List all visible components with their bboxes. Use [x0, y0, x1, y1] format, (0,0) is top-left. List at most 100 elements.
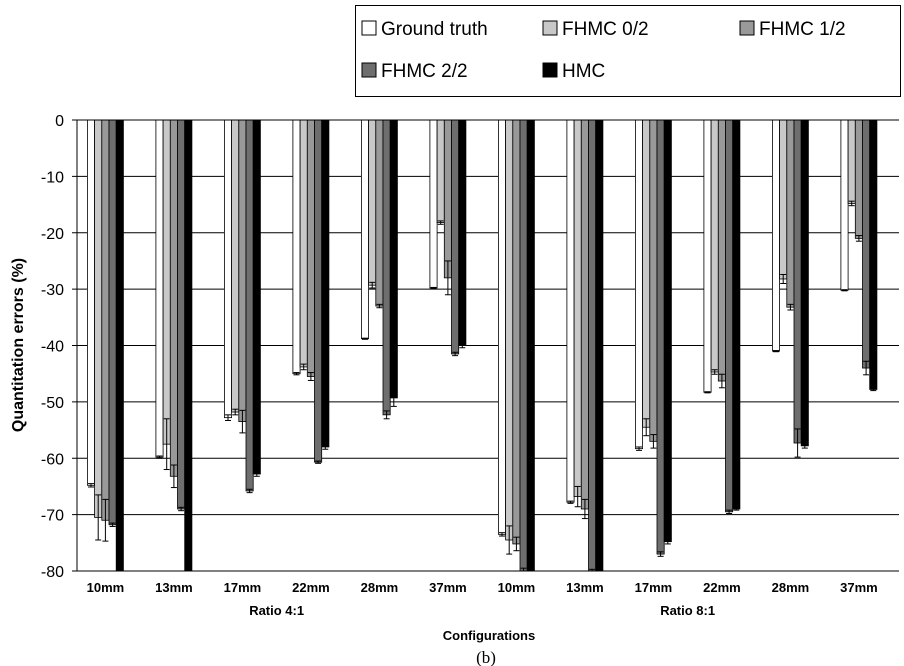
bar — [177, 119, 186, 510]
bar — [299, 119, 308, 368]
legend: Ground truth FHMC 0/2 FHMC 1/2 FHMC 2/2 HMC — [355, 5, 901, 97]
bar — [862, 119, 871, 369]
bar — [306, 119, 315, 377]
bar — [360, 119, 369, 340]
x-tick-label: 22mm — [703, 580, 741, 595]
bar — [725, 119, 734, 513]
bar — [566, 119, 575, 503]
bar — [505, 119, 514, 541]
y-tick-label: -30 — [41, 282, 64, 299]
bar — [314, 119, 323, 463]
bar — [642, 119, 651, 428]
bar — [321, 119, 330, 448]
legend-label: FHMC 2/2 — [381, 61, 468, 82]
bar — [389, 119, 398, 399]
bar — [451, 119, 460, 355]
legend-swatch — [542, 62, 558, 78]
bar — [703, 119, 712, 393]
x-tick-label: 10mm — [498, 580, 536, 595]
bar — [162, 119, 171, 445]
bar — [854, 119, 863, 239]
bar — [458, 119, 467, 346]
y-tick-label: -60 — [41, 451, 64, 468]
bar — [155, 119, 164, 458]
legend-swatch — [739, 20, 755, 36]
bar — [436, 119, 445, 224]
bar — [649, 119, 658, 442]
bar — [595, 119, 604, 572]
x-tick-label: 22mm — [292, 580, 330, 595]
bar — [732, 119, 741, 510]
bar — [443, 119, 452, 279]
y-axis-label: Quantitation errors (%) — [10, 258, 27, 432]
bar — [292, 119, 301, 375]
bar — [793, 119, 802, 444]
x-tick-label: 37mm — [429, 580, 467, 595]
x-tick-label: 13mm — [155, 580, 193, 595]
bar — [108, 119, 117, 526]
group-label: Ratio 8:1 — [660, 603, 715, 618]
legend-label: Ground truth — [381, 19, 488, 40]
legend-frame — [355, 5, 901, 97]
legend-label: FHMC 1/2 — [759, 19, 846, 40]
legend-swatch — [361, 62, 377, 78]
bar — [580, 119, 589, 510]
x-tick-label: 17mm — [635, 580, 673, 595]
bar — [512, 119, 521, 545]
gridlines — [77, 175, 899, 572]
bar — [101, 119, 110, 521]
y-tick-label: -70 — [41, 508, 64, 525]
bar — [497, 119, 506, 535]
bar — [779, 119, 788, 280]
bar — [519, 119, 528, 572]
group-label: Ratio 4:1 — [249, 603, 304, 618]
bar — [87, 119, 96, 486]
legend-swatch — [361, 20, 377, 36]
x-tick-label: 13mm — [566, 580, 604, 595]
bar — [368, 119, 377, 286]
bar — [772, 119, 781, 352]
bar — [710, 119, 719, 373]
y-tick-label: -10 — [41, 169, 64, 186]
bar — [869, 119, 878, 390]
bar — [588, 119, 597, 572]
bar — [231, 119, 240, 413]
bar — [382, 119, 391, 416]
bar — [429, 119, 438, 289]
bar — [635, 119, 644, 450]
bar — [840, 119, 849, 291]
x-tick-label: 17mm — [224, 580, 262, 595]
bar — [656, 119, 665, 555]
x-tick-label: 37mm — [840, 580, 878, 595]
x-tick-label: 28mm — [361, 580, 399, 595]
figure-caption: (b) — [476, 648, 496, 666]
y-tick-label: -80 — [41, 564, 64, 581]
bar — [526, 119, 535, 572]
bar — [245, 119, 254, 492]
legend-label: HMC — [562, 61, 605, 82]
bar — [238, 119, 247, 423]
bar — [573, 119, 582, 497]
y-axis: 0 -10 -20 -30 -40 -50 -60 -70 -80 — [41, 113, 899, 581]
x-tick-label: 10mm — [87, 580, 125, 595]
bar — [184, 119, 193, 572]
bar — [375, 119, 384, 307]
legend-swatch — [542, 20, 558, 36]
bar — [252, 119, 261, 475]
y-tick-label: 0 — [55, 113, 64, 130]
bar — [663, 119, 672, 543]
bar — [169, 119, 178, 477]
bar — [717, 119, 726, 382]
x-tick-label: 28mm — [772, 580, 810, 595]
bar — [223, 119, 232, 419]
y-tick-label: -20 — [41, 226, 64, 243]
y-tick-label: -50 — [41, 395, 64, 412]
bar — [94, 119, 103, 518]
x-axis: 10mm 13mm 17mm 22mm 28mm 37mm 10mm 13mm 17mm 22mm… — [77, 570, 899, 618]
bar — [800, 119, 809, 447]
bar — [786, 119, 795, 308]
legend-label: FHMC 0/2 — [562, 19, 649, 40]
bar — [115, 119, 124, 572]
x-axis-label: Configurations — [443, 628, 535, 643]
